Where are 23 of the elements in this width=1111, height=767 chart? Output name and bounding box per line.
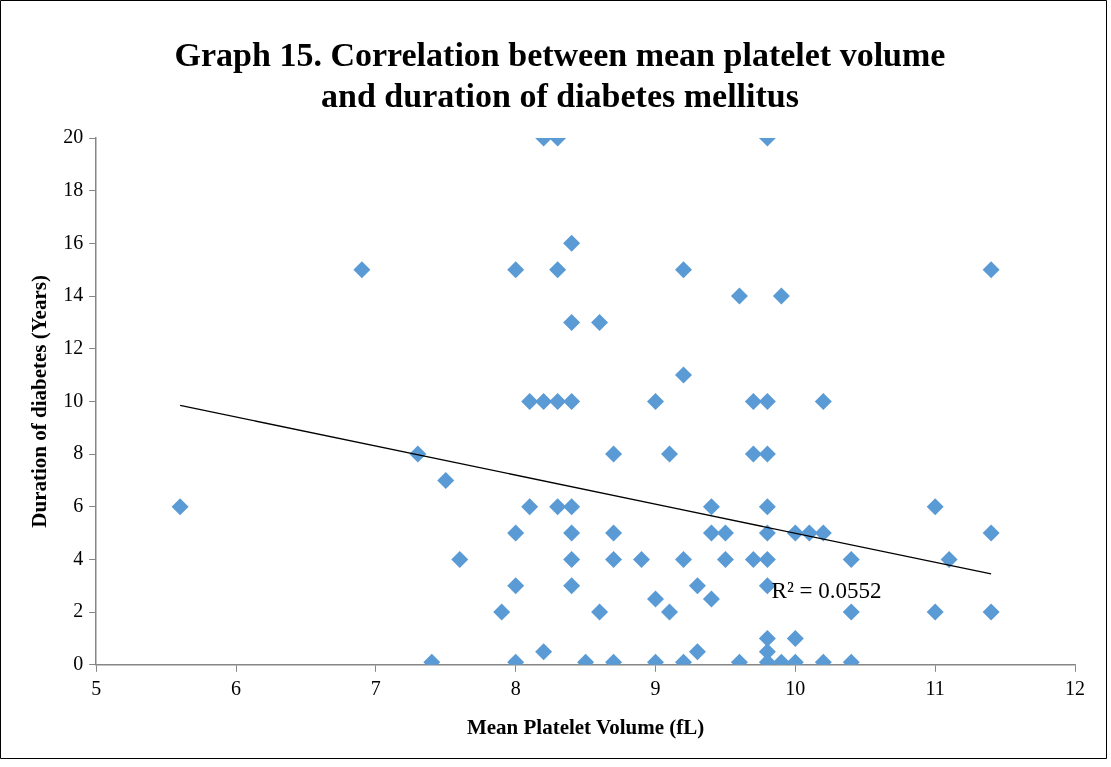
x-tick-label: 11 — [925, 677, 945, 700]
y-tick-label: 8 — [73, 441, 84, 464]
annotation: R² = 0.0552 — [771, 578, 882, 604]
y-tick-label: 2 — [73, 599, 84, 622]
y-tick-label: 4 — [73, 546, 84, 569]
x-axis-title: Mean Platelet Volume (fL) — [466, 714, 705, 739]
y-axis-title: Duration of diabetes (Years) — [27, 275, 52, 528]
x-tick-label: 5 — [91, 677, 102, 700]
x-tick-label: 10 — [785, 677, 806, 700]
y-tick-label: 14 — [63, 283, 84, 306]
y-tick-label: 20 — [63, 125, 84, 148]
y-tick-label: 18 — [63, 177, 84, 200]
x-tick-label: 8 — [510, 677, 521, 700]
y-tick-label: 12 — [63, 335, 84, 358]
chart-title: Graph 15. Correlation between mean platelet volume and duration of diabetes mellitus — [173, 35, 947, 116]
y-tick-label: 10 — [63, 388, 84, 411]
x-tick-label: 7 — [370, 677, 381, 700]
x-tick-label: 6 — [231, 677, 242, 700]
x-tick-label: 9 — [650, 677, 661, 700]
y-tick-label: 6 — [73, 494, 84, 517]
y-tick-label: 16 — [63, 230, 84, 253]
y-tick-label: 0 — [73, 652, 84, 675]
x-tick-label: 12 — [1065, 677, 1085, 700]
